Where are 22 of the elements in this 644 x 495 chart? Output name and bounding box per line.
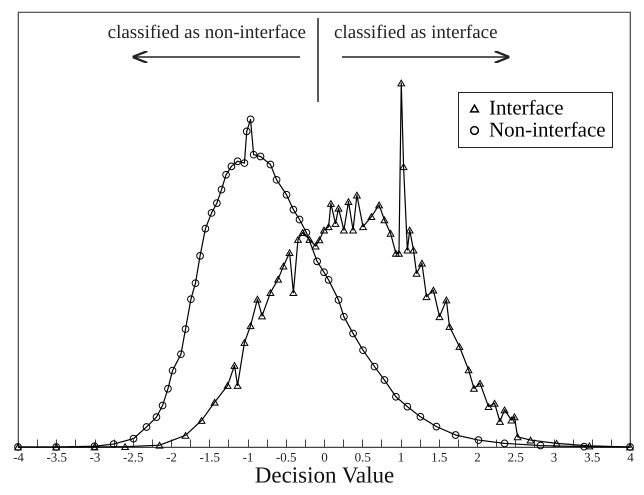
- x-tick-label: -3.5: [46, 450, 68, 464]
- x-tick-label: 1.5: [431, 450, 448, 464]
- legend-label: Non-interface: [489, 118, 606, 142]
- x-tick-label: 4: [627, 450, 634, 464]
- x-tick-label: -1: [242, 450, 254, 464]
- text: classified as interface: [334, 22, 498, 44]
- x-tick-label: 2: [474, 450, 481, 464]
- x-tick-label: -2.5: [122, 450, 144, 464]
- x-tick-label: 3: [550, 450, 558, 464]
- x-tick-label: 2.5: [508, 450, 524, 464]
- x-axis-title: Decision Value: [254, 462, 394, 488]
- text: classified as non-interface: [108, 22, 306, 44]
- legend-label: Interface: [489, 96, 564, 120]
- x-tick-label: -1.5: [199, 450, 220, 464]
- x-tick-label: 3.5: [584, 450, 600, 464]
- x-tick-label: -4: [13, 450, 24, 464]
- x-tick-label: 0: [321, 450, 328, 464]
- x-tick-label: -3: [90, 450, 100, 464]
- x-tick-label: -0.5: [276, 450, 297, 464]
- x-tick-label: 1: [398, 450, 404, 464]
- x-tick-label: 0.5: [354, 450, 371, 464]
- x-tick-label: -2: [166, 450, 177, 464]
